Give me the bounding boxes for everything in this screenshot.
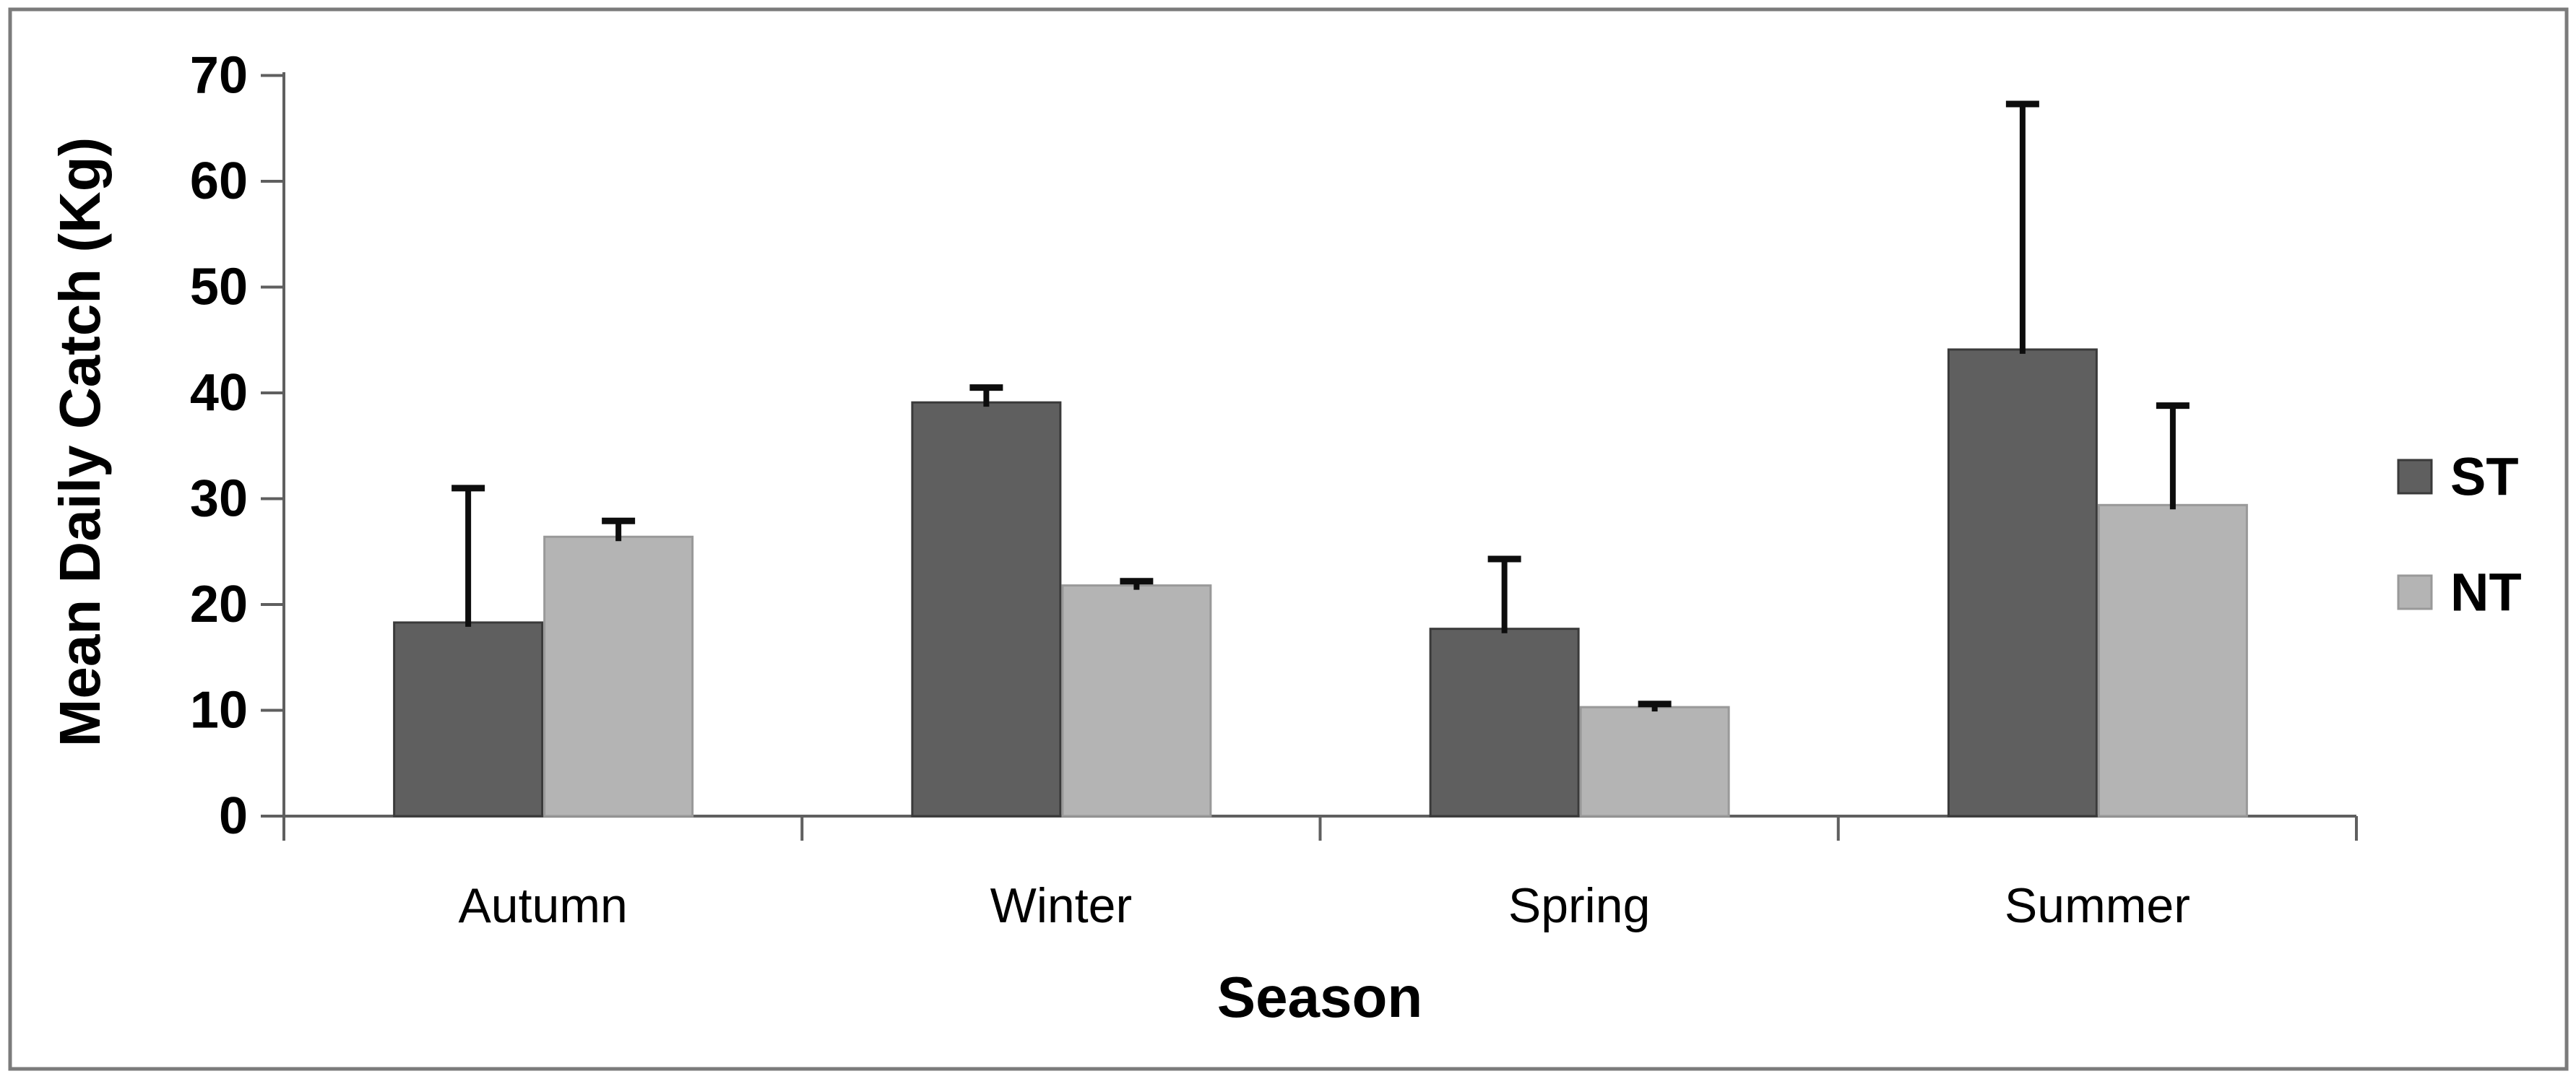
legend-swatch-st <box>2397 459 2433 495</box>
category-labels: Autumn Winter Spring Summer <box>458 878 2190 933</box>
category-label-autumn: Autumn <box>458 878 627 933</box>
x-axis-title: Season <box>1217 965 1423 1029</box>
legend: ST NT <box>2397 447 2522 623</box>
y-tick-label: 10 <box>190 682 248 740</box>
y-tick-label: 70 <box>190 47 248 105</box>
bar-st-winter <box>911 401 1062 818</box>
bar-st-spring <box>1429 628 1580 818</box>
bars <box>393 348 2248 818</box>
legend-label-nt: NT <box>2450 563 2522 623</box>
bar-st-autumn <box>393 621 544 818</box>
bar-nt-winter <box>1061 584 1212 818</box>
legend-label-st: ST <box>2450 447 2519 507</box>
y-tick-label: 30 <box>190 470 248 528</box>
category-label-winter: Winter <box>990 878 1132 933</box>
y-axis-title: Mean Daily Catch (Kg) <box>48 137 112 748</box>
legend-swatch-nt <box>2397 574 2433 610</box>
y-tick-label: 50 <box>190 259 248 316</box>
tick-labels: 0 10 20 30 40 50 60 70 <box>190 47 248 846</box>
y-tick-label: 0 <box>219 787 248 845</box>
category-label-summer: Summer <box>2005 878 2190 933</box>
bar-nt-summer <box>2097 503 2248 818</box>
y-tick-label: 20 <box>190 576 248 633</box>
bar-nt-autumn <box>543 535 694 818</box>
category-label-spring: Spring <box>1508 878 1651 933</box>
y-tick-label: 60 <box>190 152 248 210</box>
y-tick-label: 40 <box>190 364 248 422</box>
error-bars <box>451 100 2190 712</box>
bar-st-summer <box>1947 348 2098 818</box>
bar-nt-spring <box>1579 706 1730 818</box>
